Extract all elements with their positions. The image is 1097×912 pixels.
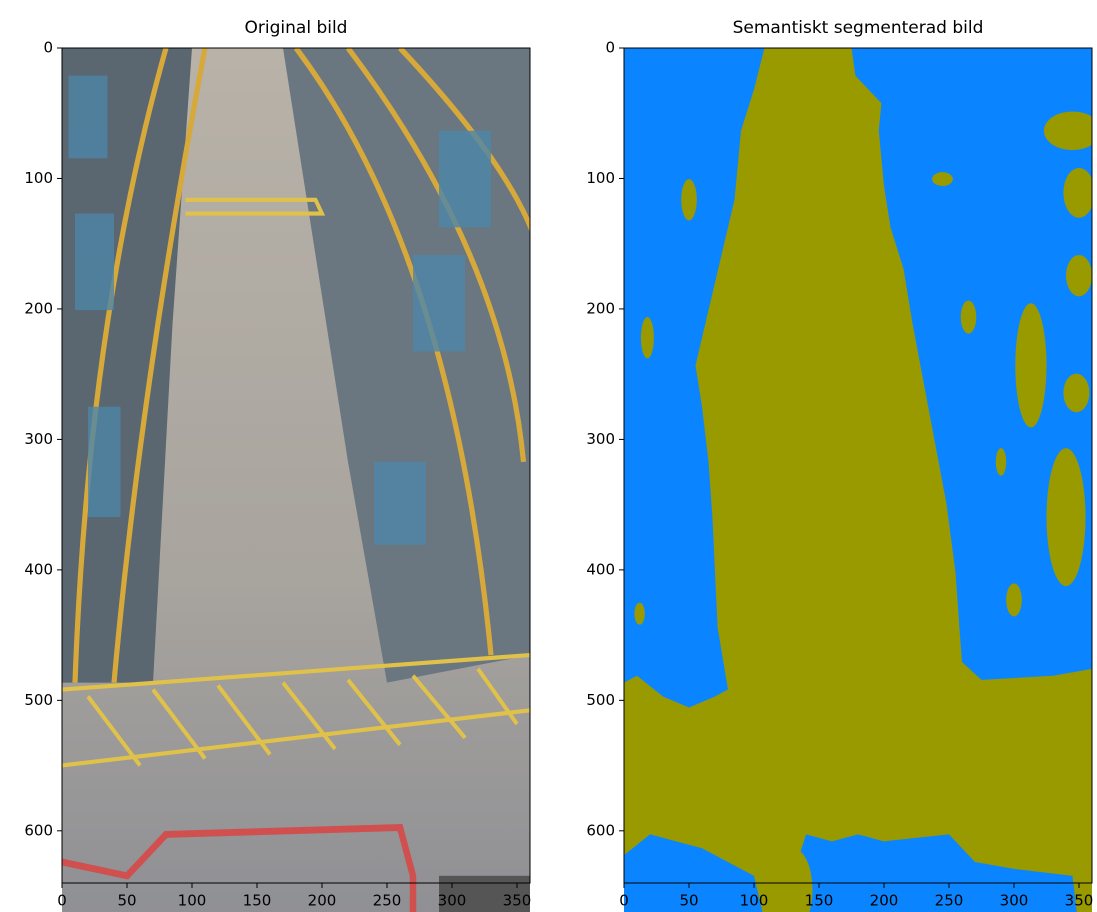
- y-tick-label: 100: [24, 169, 53, 187]
- y-tick-label: 0: [605, 39, 615, 57]
- x-tick-label: 250: [373, 892, 402, 910]
- y-tick-label: 300: [586, 430, 615, 448]
- y-tick-label: 0: [43, 39, 53, 57]
- x-tick-label: 150: [805, 892, 834, 910]
- chart-title: Original bild: [245, 18, 348, 38]
- x-tick-label: 250: [935, 892, 964, 910]
- y-tick-label: 500: [24, 691, 53, 709]
- y-tick-label: 600: [586, 821, 615, 839]
- x-tick-label: 0: [57, 892, 67, 910]
- x-tick-label: 350: [503, 892, 532, 910]
- y-tick-label: 200: [586, 299, 615, 317]
- original-image: [62, 48, 543, 912]
- x-tick-label: 300: [1000, 892, 1029, 910]
- y-tick-label: 500: [586, 691, 615, 709]
- y-tick-label: 400: [586, 560, 615, 578]
- x-tick-label: 200: [870, 892, 899, 910]
- y-tick-label: 200: [24, 299, 53, 317]
- x-tick-label: 150: [243, 892, 272, 910]
- y-tick-label: 600: [24, 821, 53, 839]
- x-tick-label: 50: [679, 892, 698, 910]
- y-tick-label: 400: [24, 560, 53, 578]
- chart-title: Semantiskt segmenterad bild: [733, 18, 984, 38]
- x-tick-label: 350: [1065, 892, 1094, 910]
- x-tick-label: 0: [619, 892, 629, 910]
- x-tick-label: 50: [117, 892, 136, 910]
- x-tick-label: 100: [178, 892, 207, 910]
- x-tick-label: 300: [438, 892, 467, 910]
- x-tick-label: 200: [308, 892, 337, 910]
- y-tick-label: 100: [586, 169, 615, 187]
- segmented-image: [624, 48, 1097, 912]
- figure: Original bild 0 50 100 150 200 250 300 350 0 100 20…: [0, 0, 1097, 912]
- x-tick-label: 100: [740, 892, 769, 910]
- y-tick-label: 300: [24, 430, 53, 448]
